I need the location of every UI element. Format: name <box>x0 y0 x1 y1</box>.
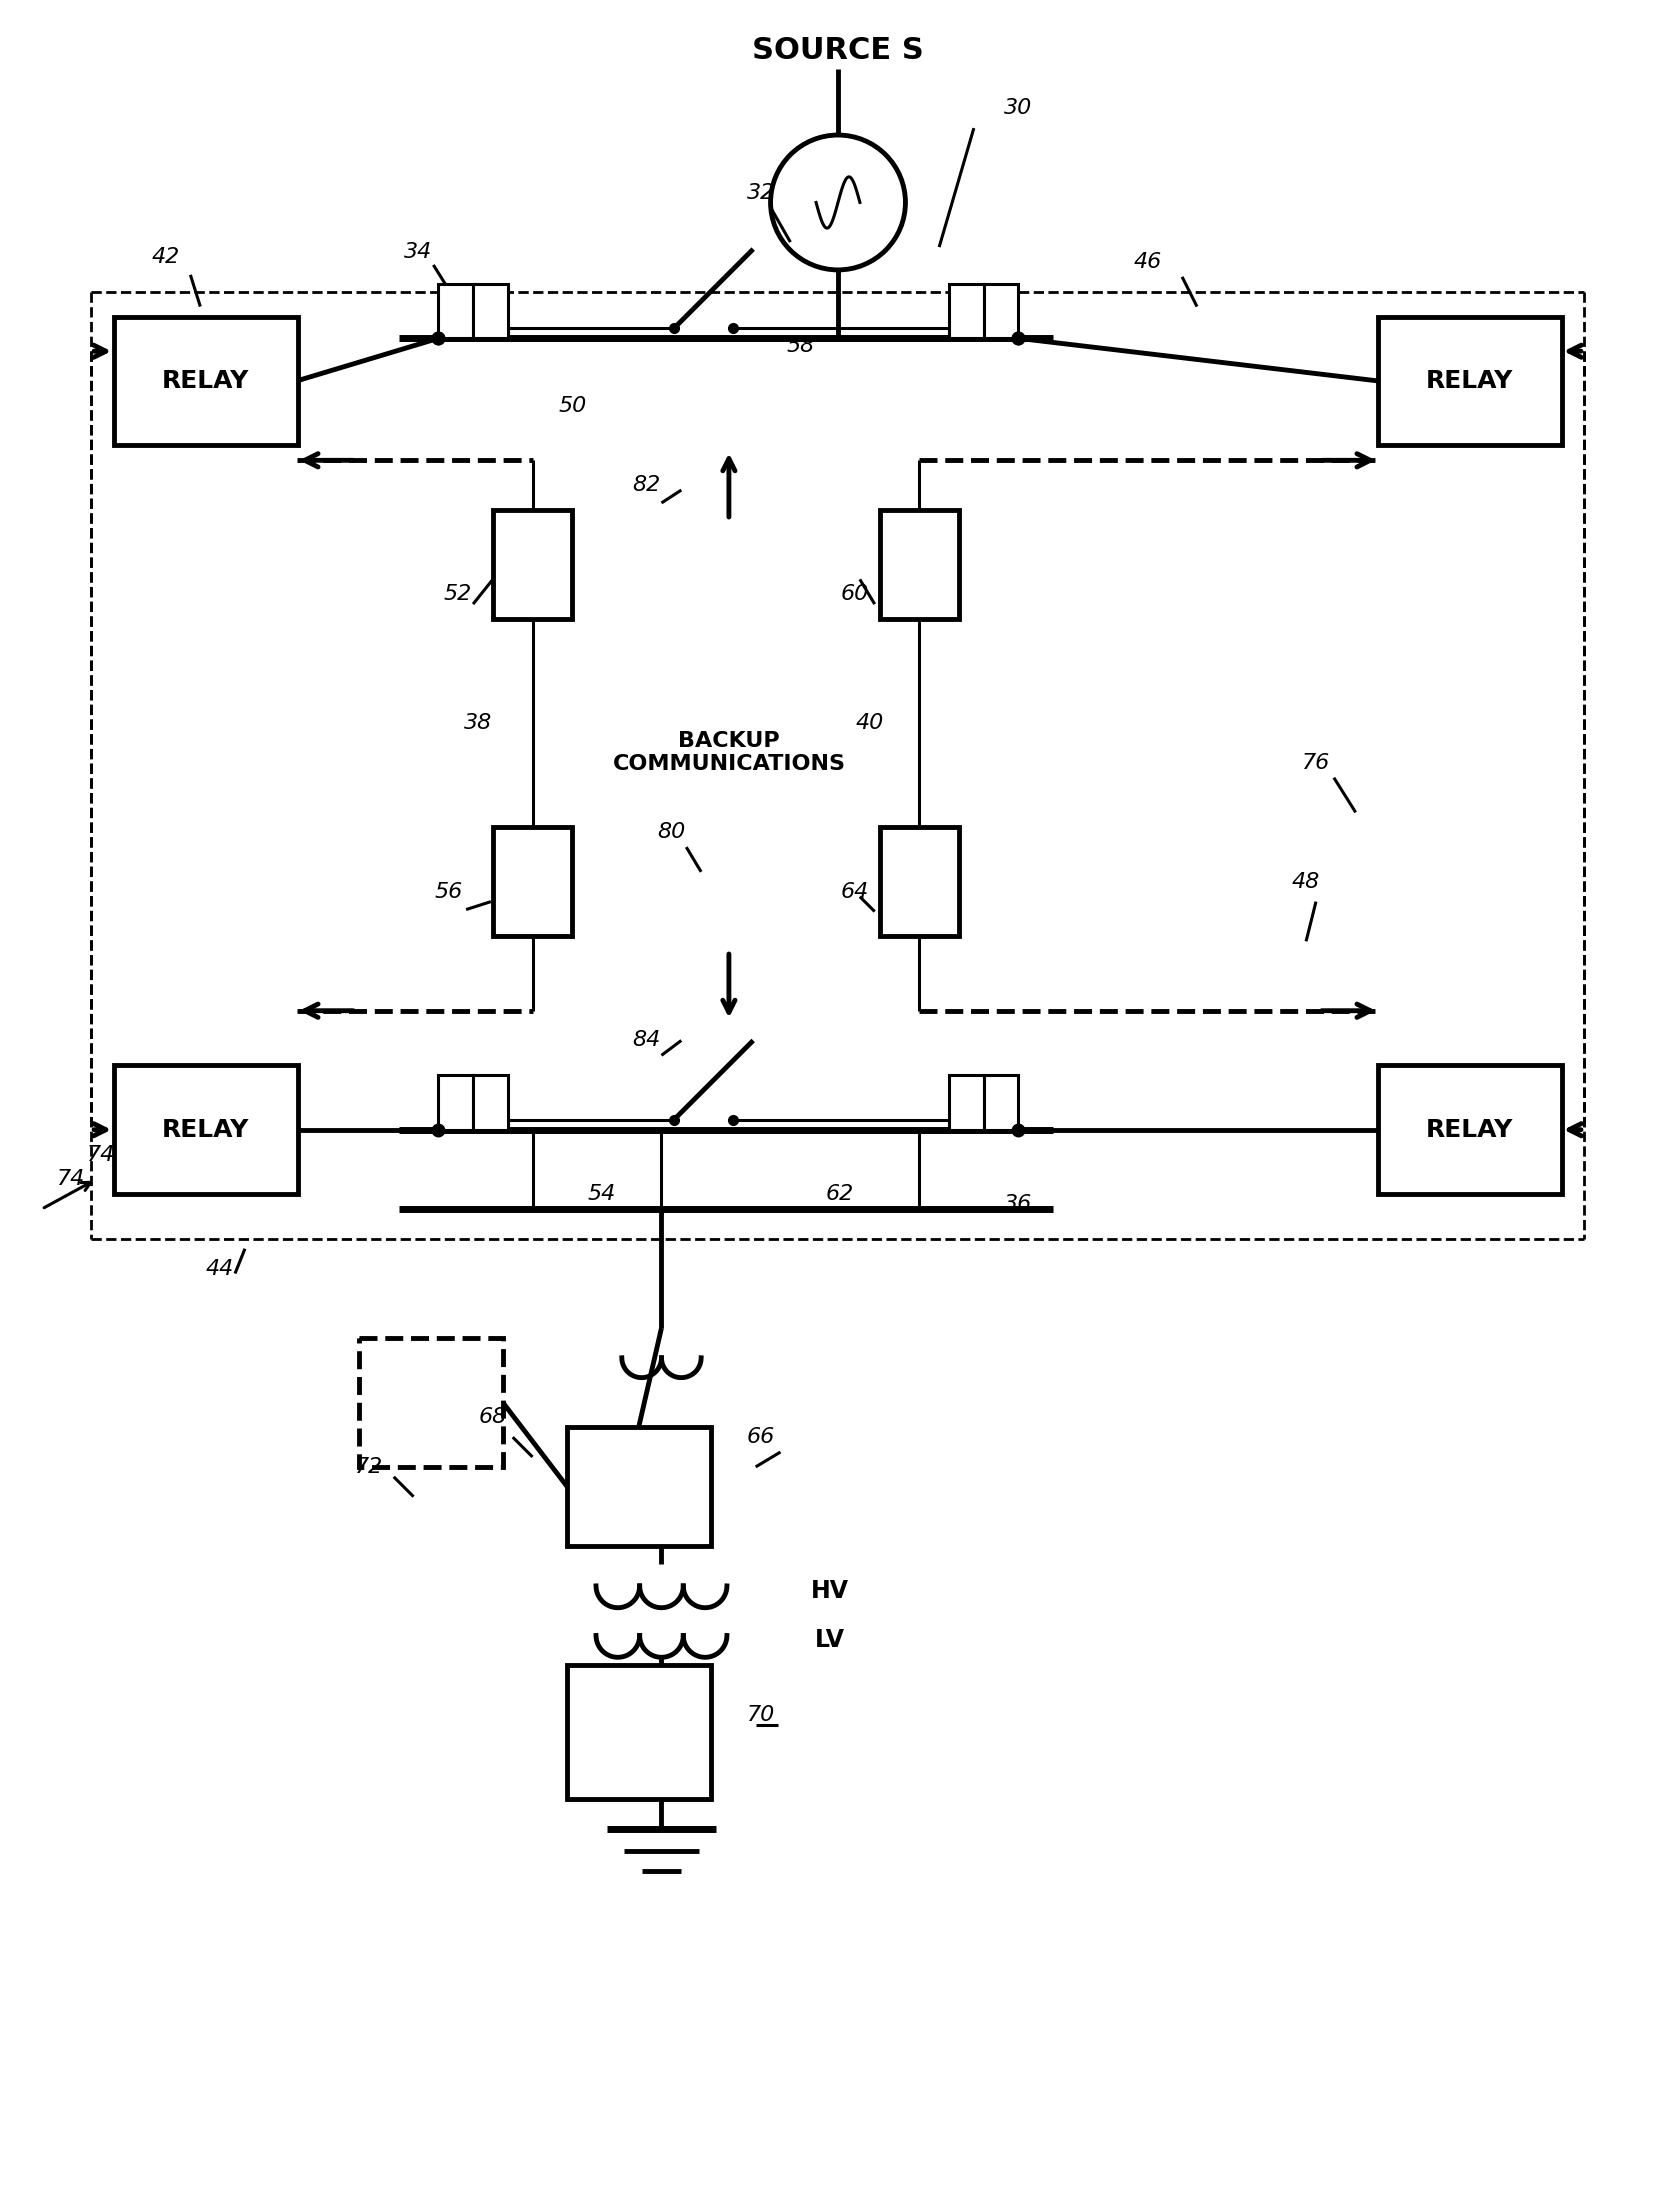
Text: 80: 80 <box>657 822 685 842</box>
Bar <box>983 1074 1018 1129</box>
Text: BACKUP
COMMUNICATIONS: BACKUP COMMUNICATIONS <box>613 732 846 774</box>
Text: 84: 84 <box>633 1030 660 1050</box>
Bar <box>439 1074 472 1129</box>
Text: 68: 68 <box>479 1407 508 1427</box>
Text: 52: 52 <box>444 585 472 605</box>
Text: RELAY: RELAY <box>1425 1118 1514 1142</box>
Text: 62: 62 <box>826 1184 854 1203</box>
Text: HV: HV <box>811 1578 849 1602</box>
Text: LV: LV <box>816 1629 846 1653</box>
Text: RELAY: RELAY <box>161 1118 250 1142</box>
Bar <box>950 1074 983 1129</box>
Text: 74: 74 <box>87 1144 116 1164</box>
Text: 32: 32 <box>747 182 776 202</box>
Text: 46: 46 <box>1134 252 1161 272</box>
Text: 34: 34 <box>404 241 432 263</box>
Text: 56: 56 <box>434 881 462 901</box>
Text: 50: 50 <box>558 397 586 416</box>
Text: 66: 66 <box>747 1427 776 1447</box>
Bar <box>983 283 1018 338</box>
Bar <box>568 1427 712 1545</box>
Bar <box>114 1065 298 1195</box>
Text: 60: 60 <box>841 585 869 605</box>
Text: 70: 70 <box>747 1705 776 1725</box>
Text: RELAY: RELAY <box>1425 368 1514 392</box>
Text: 82: 82 <box>633 476 660 495</box>
Text: 44: 44 <box>206 1258 235 1278</box>
Text: 36: 36 <box>1005 1195 1032 1214</box>
Bar <box>472 1074 508 1129</box>
Text: 76: 76 <box>1301 752 1330 774</box>
Bar <box>114 316 298 445</box>
Text: 74: 74 <box>57 1168 85 1190</box>
Text: 72: 72 <box>355 1458 384 1477</box>
Text: 30: 30 <box>1005 99 1032 118</box>
Text: SOURCE S: SOURCE S <box>752 37 925 66</box>
Text: 48: 48 <box>1291 872 1320 892</box>
Bar <box>879 511 960 618</box>
Bar <box>1379 1065 1563 1195</box>
Text: 38: 38 <box>464 712 492 732</box>
Text: 64: 64 <box>841 881 869 901</box>
Bar <box>879 826 960 936</box>
Bar <box>439 283 472 338</box>
Bar <box>950 283 983 338</box>
Bar <box>568 1666 712 1800</box>
Bar <box>358 1337 502 1466</box>
Text: RELAY: RELAY <box>161 368 250 392</box>
Text: 40: 40 <box>856 712 884 732</box>
Text: 42: 42 <box>151 248 179 267</box>
Bar <box>492 511 573 618</box>
Bar <box>472 283 508 338</box>
Bar <box>1379 316 1563 445</box>
Bar <box>492 826 573 936</box>
Text: 58: 58 <box>786 335 814 357</box>
Text: 54: 54 <box>588 1184 616 1203</box>
